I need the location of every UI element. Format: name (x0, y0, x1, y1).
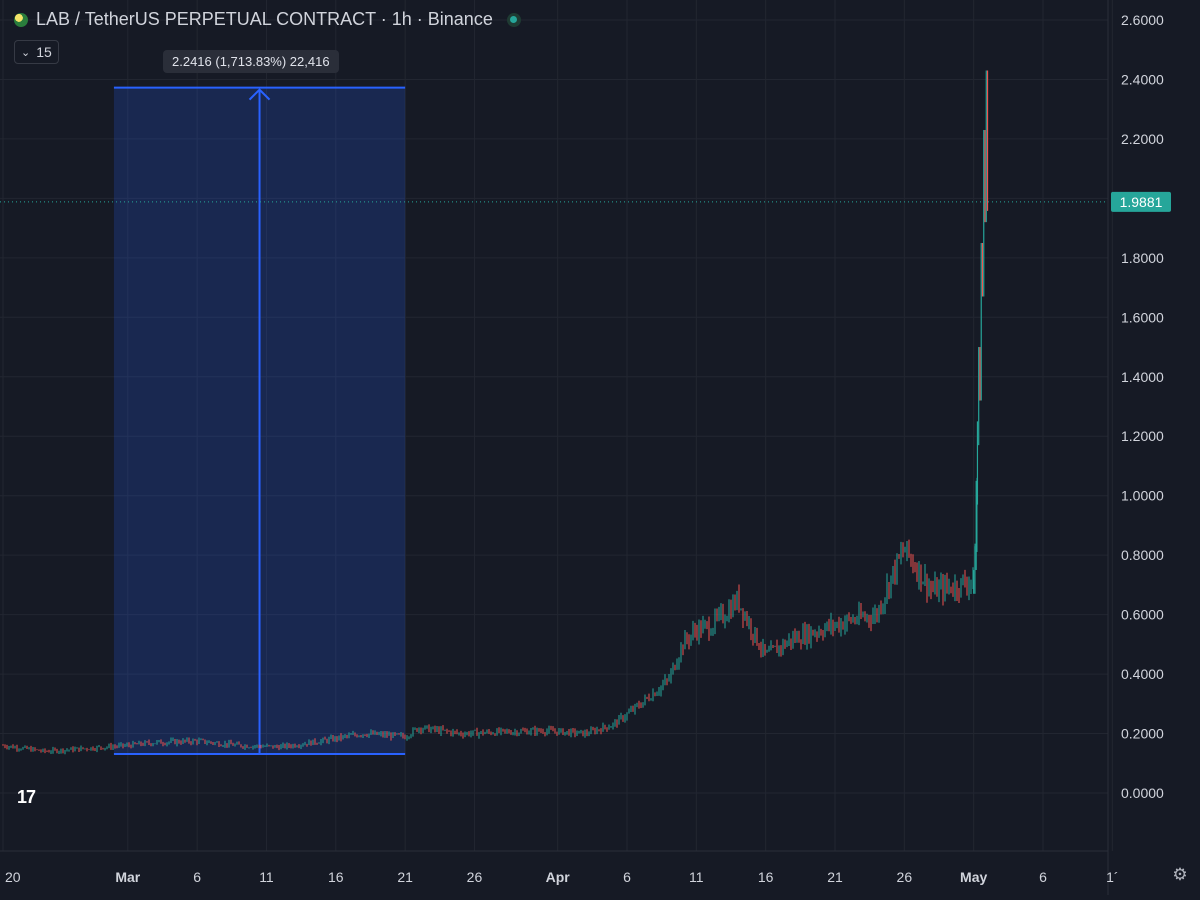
market-open-status-icon (506, 12, 521, 27)
time-axis[interactable]: 20 Mar 6 11 16 21 26 Apr 6 11 16 21 26 May 6 1´ (5, 869, 1119, 885)
time-axis-tick-label: 16 (758, 869, 774, 885)
indicator-count: 15 (36, 44, 52, 60)
price-axis-tick-label: 1.2000 (1121, 428, 1164, 444)
time-axis-tick-label: 26 (897, 869, 913, 885)
time-axis-tick-label: 16 (328, 869, 344, 885)
tradingview-logo-icon[interactable]: 17 (17, 787, 36, 807)
price-axis-tick-label: 1.4000 (1121, 369, 1164, 385)
price-axis-tick-label: 1.6000 (1121, 309, 1164, 325)
price-axis[interactable]: 2.6000 2.4000 2.2000 1.8000 1.6000 1.4000 1.20… (1121, 12, 1164, 801)
time-axis-tick-label: 6 (623, 869, 631, 885)
last-price-badge (1111, 191, 1171, 212)
price-axis-tick-label: 0.2000 (1121, 726, 1164, 742)
time-axis-tick-label: 20 (5, 869, 21, 885)
price-axis-tick-label: 0.8000 (1121, 547, 1164, 563)
symbol-header[interactable]: LAB / TetherUS PERPETUAL CONTRACT · 1h ·… (14, 9, 521, 30)
price-axis-tick-label: 2.2000 (1121, 131, 1164, 147)
time-axis-tick-label: 21 (827, 869, 843, 885)
price-series (2, 70, 989, 755)
time-axis-tick-label: Mar (115, 869, 140, 885)
price-axis-tick-label: 0.0000 (1121, 785, 1164, 801)
price-axis-tick-label: 0.6000 (1121, 607, 1164, 623)
time-axis-tick-label: 6 (1039, 869, 1047, 885)
time-axis-tick-label: 21 (397, 869, 413, 885)
price-axis-tick-label: 2.4000 (1121, 71, 1164, 87)
time-axis-tick-label: Apr (546, 869, 571, 885)
measure-arrow-head (248, 88, 271, 101)
time-axis-tick-label: 6 (193, 869, 201, 885)
time-axis-tick-label: 11 (689, 869, 704, 885)
last-price-label: 1.9881 (1120, 194, 1163, 210)
price-axis-tick-label: 2.6000 (1121, 12, 1164, 28)
grid-lines (0, 0, 1113, 851)
price-range-measure-tool[interactable] (113, 86, 406, 756)
symbol-title[interactable]: LAB / TetherUS PERPETUAL CONTRACT · 1h ·… (36, 9, 493, 29)
token-logo-icon (14, 12, 28, 27)
price-axis-tick-label: 1.0000 (1121, 488, 1164, 504)
indicators-toggle-button[interactable]: ⌄ 15 (14, 40, 59, 64)
chevron-down-icon: ⌄ (21, 46, 31, 59)
last-price-line: 1.9881 (0, 191, 1171, 212)
price-axis-tick-label: 0.4000 (1121, 666, 1164, 682)
gear-icon[interactable]: ⚙ (1172, 865, 1188, 884)
time-axis-tick-label: 11 (259, 869, 274, 885)
time-axis-tick-label: 26 (467, 869, 483, 885)
measure-tooltip: 2.2416 (1,713.83%) 22,416 (163, 50, 339, 73)
time-axis-tick-label: May (960, 869, 987, 885)
time-axis-tick-label: 1´ (1106, 869, 1118, 885)
price-axis-tick-label: 1.8000 (1121, 250, 1164, 266)
